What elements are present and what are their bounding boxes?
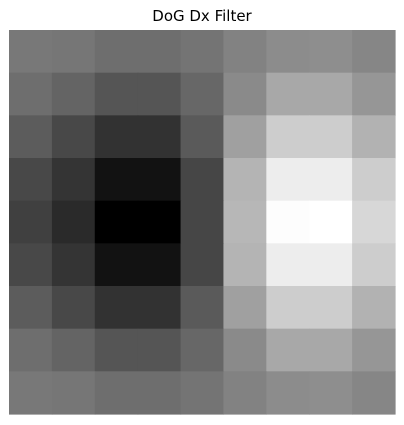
heatmap-cell-r2-c1	[51, 115, 96, 159]
heatmap-cell-r4-c0	[9, 200, 53, 244]
heatmap-cell-r6-c0	[9, 286, 53, 330]
heatmap-cell-r7-c3	[137, 328, 182, 372]
heatmap-cell-r4-c2	[94, 200, 139, 244]
heatmap-cell-r3-c2	[94, 158, 139, 202]
heatmap-cell-r5-c8	[352, 243, 396, 287]
heatmap-cell-r4-c5	[223, 200, 267, 244]
heatmap-cell-r7-c5	[223, 328, 267, 372]
heatmap-cell-r5-c4	[180, 243, 225, 287]
heatmap-cell-r3-c5	[223, 158, 267, 202]
heatmap-cell-r0-c5	[223, 30, 267, 74]
heatmap-cell-r4-c6	[266, 200, 310, 244]
heatmap-cell-r8-c5	[223, 371, 267, 415]
heatmap-cell-r2-c5	[223, 115, 267, 159]
heatmap-cell-r2-c8	[352, 115, 396, 159]
heatmap-cell-r1-c6	[266, 72, 310, 116]
heatmap-cell-r7-c8	[352, 328, 396, 372]
heatmap-cell-r0-c1	[51, 30, 96, 74]
heatmap-cell-r4-c1	[51, 200, 96, 244]
heatmap-cell-r5-c1	[51, 243, 96, 287]
heatmap-cell-r8-c2	[94, 371, 139, 415]
heatmap-cell-r5-c3	[137, 243, 182, 287]
heatmap-cell-r1-c0	[9, 72, 53, 116]
heatmap-cell-r5-c5	[223, 243, 267, 287]
heatmap-cell-r0-c7	[309, 30, 353, 74]
heatmap-cell-r8-c8	[352, 371, 396, 415]
heatmap-cell-r1-c2	[94, 72, 139, 116]
heatmap-cell-r7-c2	[94, 328, 139, 372]
heatmap-cell-r4-c8	[352, 200, 396, 244]
chart-title: DoG Dx Filter	[152, 7, 252, 25]
heatmap-cell-r2-c2	[94, 115, 139, 159]
heatmap-cell-r4-c4	[180, 200, 225, 244]
heatmap-cell-r7-c1	[51, 328, 96, 372]
heatmap-cell-r1-c3	[137, 72, 182, 116]
heatmap-cell-r5-c6	[266, 243, 310, 287]
heatmap-cell-r0-c3	[137, 30, 182, 74]
heatmap-cell-r7-c4	[180, 328, 225, 372]
heatmap-cell-r7-c0	[9, 328, 53, 372]
heatmap-cell-r0-c4	[180, 30, 225, 74]
heatmap-cell-r6-c1	[51, 286, 96, 330]
heatmap-cell-r8-c3	[137, 371, 182, 415]
heatmap-cell-r6-c5	[223, 286, 267, 330]
heatmap-cell-r2-c6	[266, 115, 310, 159]
heatmap-cell-r3-c7	[309, 158, 353, 202]
heatmap-cell-r3-c6	[266, 158, 310, 202]
heatmap-cell-r2-c0	[9, 115, 53, 159]
heatmap-cell-r0-c8	[352, 30, 396, 74]
heatmap-cell-r6-c4	[180, 286, 225, 330]
heatmap-cell-r6-c7	[309, 286, 353, 330]
heatmap-cell-r6-c8	[352, 286, 396, 330]
heatmap-cell-r1-c4	[180, 72, 225, 116]
heatmap-cell-r3-c0	[9, 158, 53, 202]
heatmap-cell-r7-c6	[266, 328, 310, 372]
heatmap-cell-r1-c5	[223, 72, 267, 116]
heatmap-cell-r8-c1	[51, 371, 96, 415]
heatmap-cell-r2-c7	[309, 115, 353, 159]
heatmap-cell-r6-c3	[137, 286, 182, 330]
heatmap-cell-r2-c3	[137, 115, 182, 159]
heatmap-cell-r3-c8	[352, 158, 396, 202]
heatmap-cell-r6-c2	[94, 286, 139, 330]
heatmap-cell-r3-c1	[51, 158, 96, 202]
heatmap-cell-r6-c6	[266, 286, 310, 330]
heatmap-cell-r1-c7	[309, 72, 353, 116]
heatmap-cell-r0-c0	[9, 30, 53, 74]
heatmap-cell-r1-c1	[51, 72, 96, 116]
heatmap-cell-r8-c7	[309, 371, 353, 415]
heatmap-cell-r5-c7	[309, 243, 353, 287]
heatmap-cell-r3-c4	[180, 158, 225, 202]
heatmap-cell-r8-c0	[9, 371, 53, 415]
heatmap-cell-r0-c2	[94, 30, 139, 74]
heatmap-cell-r2-c4	[180, 115, 225, 159]
heatmap-cell-r7-c7	[309, 328, 353, 372]
heatmap-cell-r5-c0	[9, 243, 53, 287]
heatmap-cell-r4-c3	[137, 200, 182, 244]
heatmap-cell-r0-c6	[266, 30, 310, 74]
heatmap-cell-r5-c2	[94, 243, 139, 287]
heatmap-cell-r3-c3	[137, 158, 182, 202]
heatmap-cell-r1-c8	[352, 72, 396, 116]
heatmap-cell-r8-c4	[180, 371, 225, 415]
heatmap-cell-r4-c7	[309, 200, 353, 244]
heatmap-cell-r8-c6	[266, 371, 310, 415]
